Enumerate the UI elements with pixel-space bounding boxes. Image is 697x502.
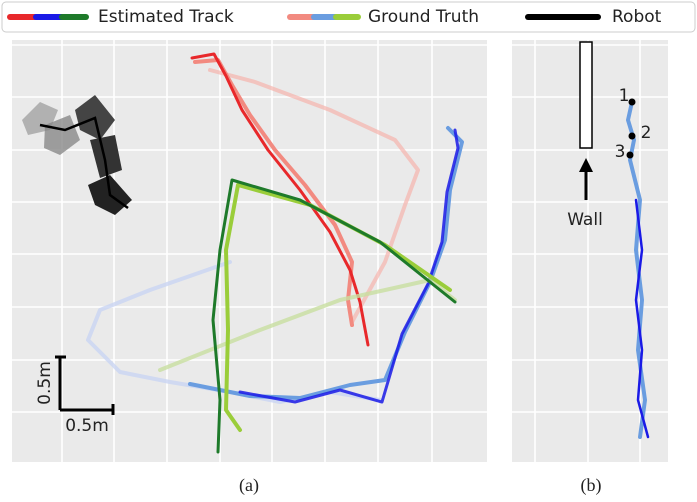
waypoint-label: 3 <box>615 142 626 162</box>
wall <box>580 42 592 148</box>
legend-label: Robot <box>612 7 662 27</box>
waypoint-label: 2 <box>641 123 652 143</box>
legend-label: Ground Truth <box>368 7 479 27</box>
waypoint-label: 1 <box>619 86 630 106</box>
scale-label: 0.5m <box>65 416 109 436</box>
figure: Estimated Track Ground Truth Robot 0.5m … <box>0 0 697 502</box>
wall-label: Wall <box>567 210 603 230</box>
panel-a <box>12 40 487 462</box>
caption: (a) <box>239 475 259 496</box>
caption: (b) <box>581 475 602 496</box>
scale-label: 0.5m <box>35 361 55 405</box>
legend-label: Estimated Track <box>98 7 234 27</box>
